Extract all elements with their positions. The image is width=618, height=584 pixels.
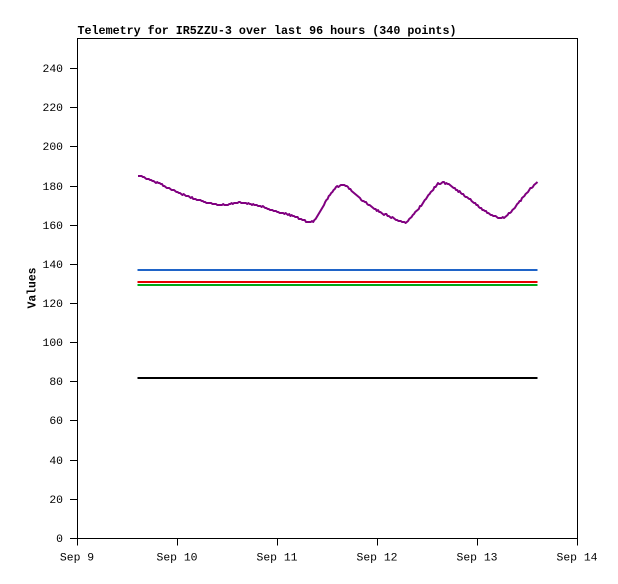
svg-text:Values: Values [26,268,40,309]
svg-text:Sep 11: Sep 11 [256,553,297,565]
svg-text:60: 60 [49,416,63,428]
svg-text:180: 180 [42,182,63,194]
svg-text:100: 100 [42,338,63,350]
svg-text:120: 120 [42,299,63,311]
svg-text:Sep 10: Sep 10 [156,553,197,565]
svg-text:160: 160 [42,221,63,233]
svg-text:140: 140 [42,260,63,272]
svg-text:Sep 9: Sep 9 [60,553,94,565]
svg-text:220: 220 [42,103,63,115]
svg-text:Sep 12: Sep 12 [356,553,397,565]
svg-text:0: 0 [56,534,63,546]
svg-text:Sep 13: Sep 13 [456,553,497,565]
svg-text:20: 20 [49,495,63,507]
svg-text:200: 200 [42,142,63,154]
svg-text:240: 240 [42,64,63,76]
svg-text:Sep 14: Sep 14 [556,553,597,565]
svg-text:40: 40 [49,456,63,468]
svg-text:Telemetry for IR5ZZU-3 over la: Telemetry for IR5ZZU-3 over last 96 hour… [78,24,457,38]
svg-text:80: 80 [49,377,63,389]
